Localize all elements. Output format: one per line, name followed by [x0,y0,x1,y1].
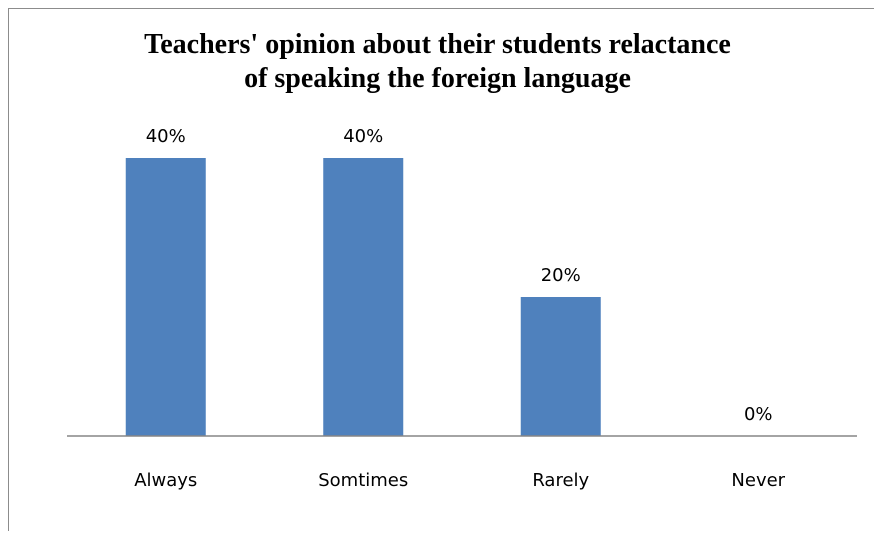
data-label-always: 40% [146,126,186,147]
chart-area [8,8,874,531]
data-label-never: 0% [744,404,773,425]
category-label-somtimes: Somtimes [318,470,408,491]
data-label-somtimes: 40% [343,126,383,147]
bar-always [125,158,206,436]
category-labels-group: Always Somtimes Rarely Never [134,470,785,491]
category-label-rarely: Rarely [532,470,589,491]
data-labels-group: 40% 40% 20% 0% [146,126,773,425]
bars-group [125,158,601,436]
bar-somtimes [323,158,404,436]
bar-rarely [520,297,601,436]
chart-title-line-2: of speaking the foreign language [244,63,631,94]
category-label-always: Always [134,470,197,491]
chart-title-line-1: Teachers' opinion about their students r… [144,29,731,60]
chart-title: Teachers' opinion about their students r… [0,28,875,96]
data-label-rarely: 20% [541,265,581,286]
category-label-never: Never [731,470,785,491]
